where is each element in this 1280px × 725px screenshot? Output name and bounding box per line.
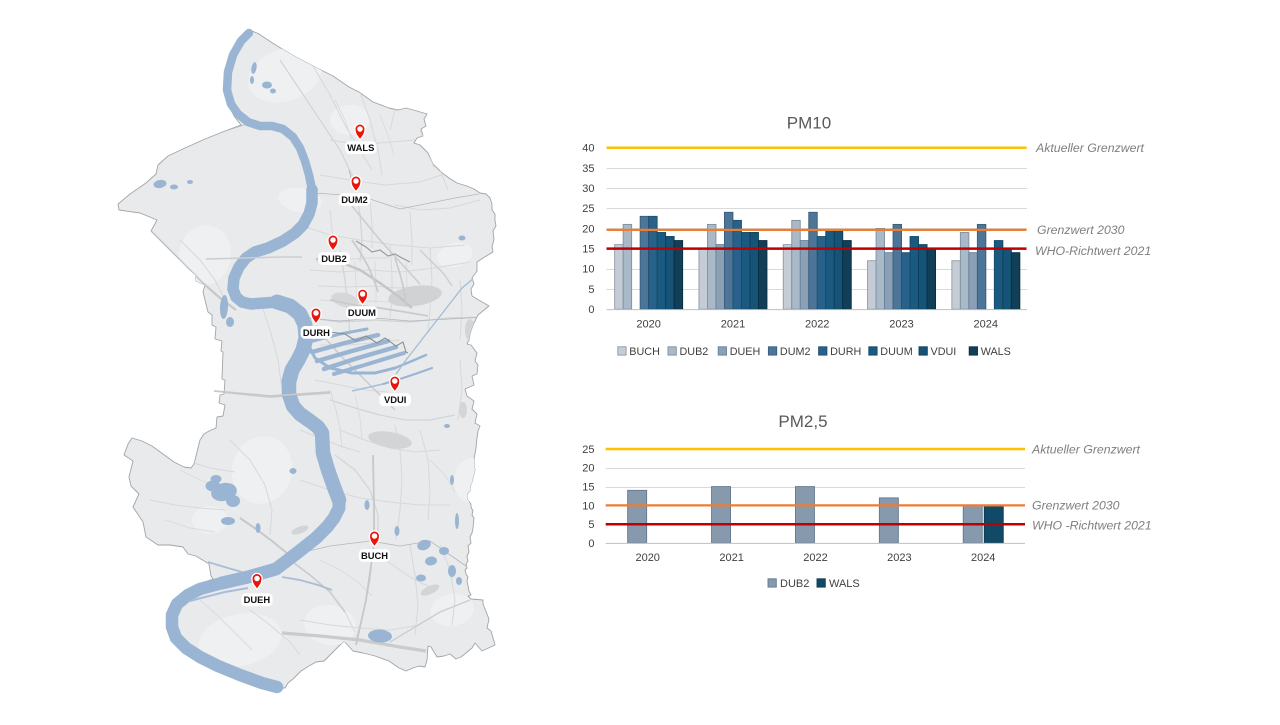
svg-text:0: 0	[588, 304, 594, 316]
svg-text:DUUM: DUUM	[880, 346, 912, 358]
svg-text:2022: 2022	[805, 319, 829, 331]
svg-text:30: 30	[582, 183, 594, 195]
svg-text:PM10: PM10	[787, 114, 831, 133]
svg-text:VDUI: VDUI	[384, 394, 406, 405]
svg-text:WALS: WALS	[347, 142, 374, 153]
svg-text:DUEH: DUEH	[244, 594, 271, 605]
svg-text:DUUM: DUUM	[348, 307, 376, 318]
svg-text:VDUI: VDUI	[931, 346, 957, 358]
svg-text:25: 25	[582, 203, 594, 215]
svg-text:2020: 2020	[635, 552, 659, 564]
svg-text:DUB2: DUB2	[780, 578, 809, 590]
svg-text:10: 10	[582, 500, 594, 512]
svg-text:BUCH: BUCH	[361, 550, 388, 561]
svg-text:2024: 2024	[974, 319, 998, 331]
svg-text:15: 15	[582, 482, 594, 494]
svg-text:2021: 2021	[721, 319, 745, 331]
svg-text:Grenzwert 2030: Grenzwert 2030	[1037, 223, 1125, 237]
svg-text:DURH: DURH	[830, 346, 861, 358]
svg-text:BUCH: BUCH	[629, 346, 660, 358]
svg-text:0: 0	[588, 538, 594, 550]
svg-text:WALS: WALS	[981, 346, 1011, 358]
svg-text:2021: 2021	[719, 552, 743, 564]
svg-text:35: 35	[582, 163, 594, 175]
svg-text:40: 40	[582, 143, 594, 155]
svg-text:15: 15	[582, 244, 594, 256]
svg-text:20: 20	[582, 223, 594, 235]
svg-text:5: 5	[588, 519, 594, 531]
svg-text:2024: 2024	[971, 552, 995, 564]
svg-text:WALS: WALS	[829, 578, 860, 590]
svg-text:25: 25	[582, 444, 594, 456]
svg-text:DUM2: DUM2	[341, 194, 368, 205]
svg-text:2022: 2022	[803, 552, 827, 564]
svg-text:2023: 2023	[887, 552, 911, 564]
svg-text:10: 10	[582, 264, 594, 276]
svg-text:DUM2: DUM2	[780, 346, 811, 358]
svg-text:WHO -Richtwert 2021: WHO -Richtwert 2021	[1032, 519, 1152, 533]
svg-text:5: 5	[588, 284, 594, 296]
svg-text:Aktueller Grenzwert: Aktueller Grenzwert	[1035, 141, 1145, 155]
svg-text:DUB2: DUB2	[321, 253, 347, 264]
svg-text:DUEH: DUEH	[730, 346, 761, 358]
svg-text:2023: 2023	[889, 319, 913, 331]
svg-text:2020: 2020	[636, 319, 660, 331]
svg-text:20: 20	[582, 463, 594, 475]
svg-text:Aktueller Grenzwert: Aktueller Grenzwert	[1031, 443, 1141, 457]
svg-text:DUB2: DUB2	[680, 346, 709, 358]
svg-text:Grenzwert 2030: Grenzwert 2030	[1032, 499, 1120, 513]
svg-text:DURH: DURH	[303, 327, 330, 338]
svg-text:WHO-Richtwert 2021: WHO-Richtwert 2021	[1035, 244, 1151, 258]
svg-text:PM2,5: PM2,5	[778, 412, 827, 431]
